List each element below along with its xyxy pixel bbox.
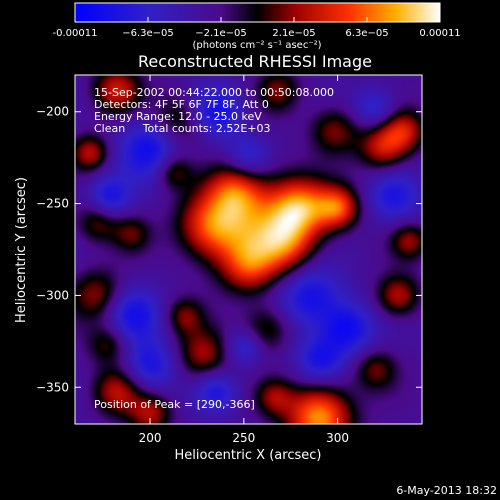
x-axis-label: Heliocentric X (arcsec) xyxy=(175,448,322,463)
y-axis-ticks: −200 −250 −300 −350 xyxy=(36,105,422,394)
energy-range-text: Energy Range: 12.0 - 25.0 keV xyxy=(94,110,262,123)
chart-title: Reconstructed RHESSI Image xyxy=(138,52,372,71)
plot-frame xyxy=(74,74,423,425)
peak-position-text: Position of Peak = [290,-366] xyxy=(94,398,255,411)
x-axis-ticks: 200 250 300 xyxy=(139,75,349,445)
x-tick-label: 200 xyxy=(139,431,162,445)
y-tick-label: −250 xyxy=(36,197,69,211)
date-stamp: 6-May-2013 18:32 xyxy=(396,484,497,497)
y-axis-label: Heliocentric Y (arcsec) xyxy=(14,177,29,323)
time-range-text: 15-Sep-2002 00:44:22.000 to 00:50:08.000 xyxy=(94,86,334,99)
observation-info: 15-Sep-2002 00:44:22.000 to 00:50:08.000… xyxy=(94,86,334,135)
x-tick-label: 300 xyxy=(326,431,349,445)
colorbar-tick-label: -0.00011 xyxy=(53,28,98,39)
colorbar-unit-label: (photons cm⁻² s⁻¹ asec⁻²) xyxy=(192,40,321,51)
detectors-text: Detectors: 4F 5F 6F 7F 8F, Att 0 xyxy=(94,98,269,111)
x-tick-label: 250 xyxy=(232,431,255,445)
colorbar: -0.00011 −6.3e−05 −2.1e−05 2.1e−05 6.3e−05 0.… xyxy=(53,2,461,51)
colorbar-tick-label: −6.3e−05 xyxy=(122,28,174,39)
heatmap-canvas xyxy=(75,75,422,424)
y-tick-label: −300 xyxy=(36,288,69,302)
y-tick-label: −350 xyxy=(36,380,69,394)
colorbar-tick-label: 2.1e−05 xyxy=(272,28,315,39)
colorbar-ticks: -0.00011 −6.3e−05 −2.1e−05 2.1e−05 6.3e−05 0.… xyxy=(53,17,461,39)
colorbar-gradient xyxy=(74,2,441,23)
heatmap-plot-area xyxy=(74,74,423,425)
clean-counts-text: Clean Total counts: 2.52E+03 xyxy=(94,122,271,135)
colorbar-tick-label: 6.3e−05 xyxy=(345,28,388,39)
y-tick-label: −200 xyxy=(36,105,69,119)
colorbar-tick-label: 0.00011 xyxy=(419,28,460,39)
colorbar-tick-label: −2.1e−05 xyxy=(195,28,247,39)
